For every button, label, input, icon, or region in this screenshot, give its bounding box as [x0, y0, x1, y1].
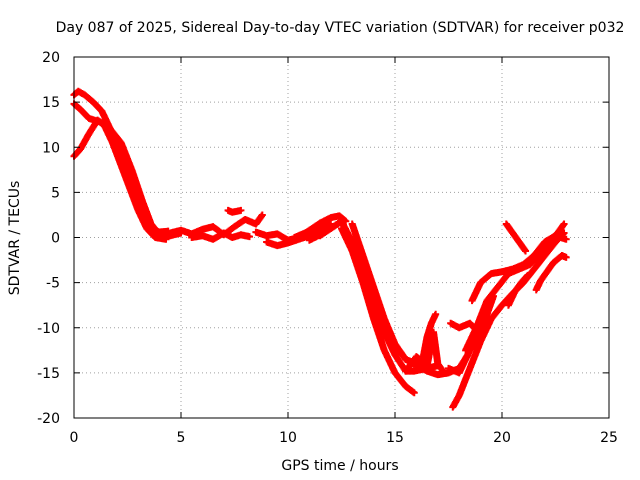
data-point: [522, 247, 530, 255]
y-axis-label: SDTVAR / TECUs: [7, 181, 23, 296]
y-tick-label: -20: [37, 411, 60, 427]
series-arc-16: [449, 229, 568, 411]
data-point: [258, 211, 266, 219]
chart-title: Day 087 of 2025, Sidereal Day-to-day VTE…: [56, 20, 625, 36]
y-tick-labels: 20 15 10 5 0 -5 -10 -15 -20: [37, 50, 60, 427]
series-arc-14: [402, 328, 448, 377]
data-point: [524, 271, 532, 279]
series-arc-20: [468, 232, 570, 305]
x-tick-label: 15: [386, 430, 404, 446]
data-point: [410, 389, 418, 397]
x-tick-label: 10: [279, 430, 297, 446]
x-tick-labels: 0 5 10 15 20 25: [70, 430, 618, 446]
series-arc-4: [166, 211, 266, 239]
y-tick-label: 15: [42, 95, 60, 111]
x-tick-label: 20: [493, 430, 511, 446]
data-point: [323, 218, 331, 226]
series-arc-22: [532, 252, 570, 294]
y-tick-label: 10: [42, 140, 60, 156]
y-tick-label: 20: [42, 50, 60, 66]
data-point: [440, 369, 448, 377]
series-arc-15: [419, 310, 440, 363]
data-points: [70, 87, 570, 411]
y-tick-label: -15: [37, 366, 60, 382]
tick-marks: [73, 56, 610, 419]
y-tick-label: -5: [46, 276, 60, 292]
y-tick-label: -10: [37, 321, 60, 337]
series-arc-6: [224, 206, 245, 216]
x-tick-label: 25: [600, 430, 618, 446]
data-point: [562, 235, 570, 243]
series-arc-3: [70, 116, 170, 243]
data-point: [237, 206, 245, 214]
series-arc-5: [188, 229, 253, 243]
series-arc-23: [504, 271, 532, 309]
data-point: [562, 253, 570, 261]
data-point: [162, 235, 170, 243]
y-tick-label: 0: [51, 231, 60, 247]
y-tick-label: 5: [51, 185, 60, 201]
data-point: [560, 220, 568, 228]
x-tick-label: 5: [177, 430, 186, 446]
grid-lines: [74, 57, 609, 418]
series-arc-21: [502, 220, 530, 255]
data-point: [245, 233, 253, 241]
x-tick-label: 0: [70, 430, 79, 446]
data-point: [432, 310, 440, 318]
series-arc-9: [290, 218, 331, 241]
x-axis-label: GPS time / hours: [281, 458, 398, 474]
